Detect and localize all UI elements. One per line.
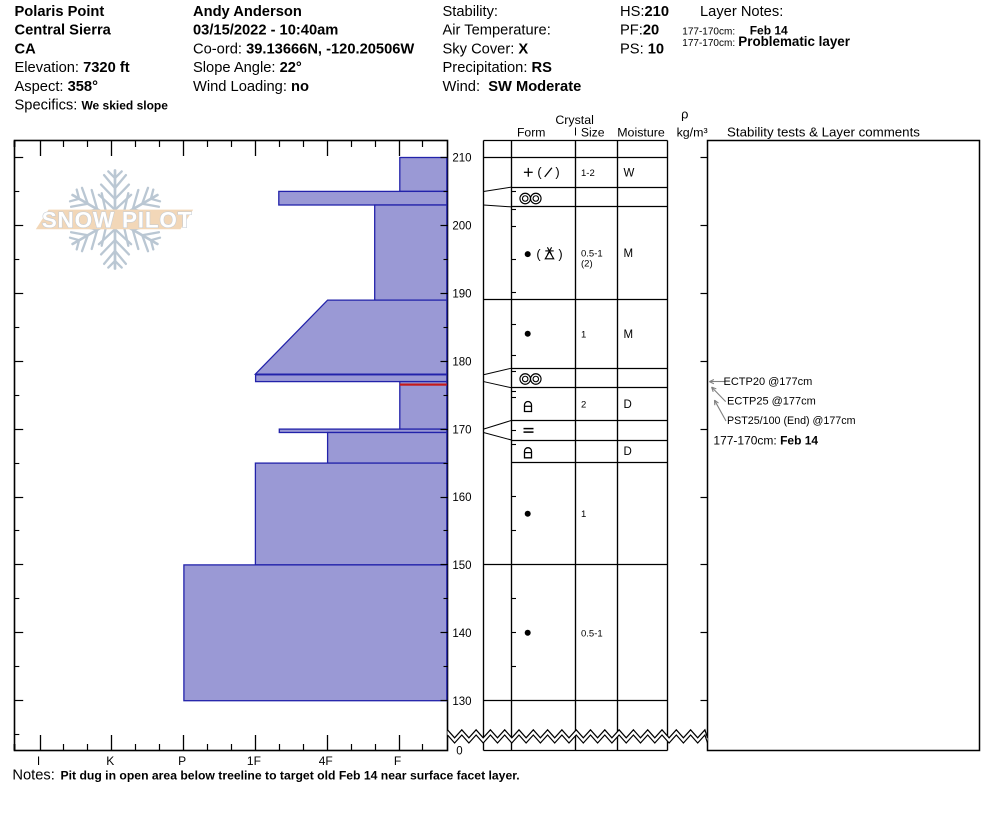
svg-text:ECTP25 @177cm: ECTP25 @177cm xyxy=(727,395,816,407)
svg-text:0.5-1: 0.5-1 xyxy=(581,248,603,259)
svg-text:K: K xyxy=(106,754,114,768)
svg-text:SNOW PILOT: SNOW PILOT xyxy=(42,207,193,232)
svg-text:PST25/100 (End) @177cm: PST25/100 (End) @177cm xyxy=(727,415,856,427)
svg-text:177-170cm:: 177-170cm: xyxy=(682,26,735,37)
svg-text:Stability:: Stability: xyxy=(443,4,499,20)
svg-text:I: I xyxy=(37,754,40,768)
svg-text:Polaris Point: Polaris Point xyxy=(15,4,105,20)
svg-text:P: P xyxy=(178,754,186,768)
svg-text:): ) xyxy=(555,165,559,180)
svg-text:D: D xyxy=(624,399,632,411)
svg-text:160: 160 xyxy=(452,492,471,504)
svg-text:1: 1 xyxy=(581,329,586,340)
svg-text:140: 140 xyxy=(452,628,471,640)
svg-text:Crystal: Crystal xyxy=(555,113,594,127)
svg-text:CA: CA xyxy=(15,41,37,57)
svg-text:(: ( xyxy=(537,165,542,180)
svg-text:ECTP20 @177cm: ECTP20 @177cm xyxy=(724,376,813,388)
svg-text:Slope Angle: 22°: Slope Angle: 22° xyxy=(193,60,302,76)
svg-text:0: 0 xyxy=(456,746,462,758)
svg-text:Aspect: 358°: Aspect: 358° xyxy=(15,79,99,95)
svg-text:Feb 14: Feb 14 xyxy=(750,23,788,37)
svg-text:170: 170 xyxy=(452,424,471,436)
svg-text:03/15/2022 - 10:40am: 03/15/2022 - 10:40am xyxy=(193,23,338,39)
svg-text:Notes:: Notes: xyxy=(12,768,54,784)
svg-text:130: 130 xyxy=(452,696,471,708)
svg-text:1-2: 1-2 xyxy=(581,168,595,179)
svg-text:(2): (2) xyxy=(581,258,593,269)
svg-text:177-170cm:: 177-170cm: xyxy=(682,38,735,49)
svg-text:Andy Anderson: Andy Anderson xyxy=(193,4,302,20)
svg-text:Layer Notes:: Layer Notes: xyxy=(700,4,783,20)
svg-text:2: 2 xyxy=(581,400,586,411)
svg-text:177-170cm: Feb 14: 177-170cm: Feb 14 xyxy=(713,434,818,448)
svg-text:210: 210 xyxy=(452,153,471,165)
svg-text:Moisture: Moisture xyxy=(617,126,665,140)
svg-text:HS:210: HS:210 xyxy=(620,4,669,20)
svg-text:Wind Loading: no: Wind Loading: no xyxy=(193,79,309,95)
svg-text:Pit dug in open area below tre: Pit dug in open area below treeline to t… xyxy=(61,769,520,783)
svg-text:Co-ord: 39.13666N, -120.20506W: Co-ord: 39.13666N, -120.20506W xyxy=(193,41,414,57)
svg-text:Elevation: 7320 ft: Elevation: 7320 ft xyxy=(15,60,130,76)
svg-text:M: M xyxy=(624,248,634,260)
svg-text:Problematic layer: Problematic layer xyxy=(738,34,850,49)
svg-text:Wind: SW Moderate: Wind: SW Moderate xyxy=(443,79,582,95)
svg-text:Size: Size xyxy=(581,126,605,140)
svg-text:W: W xyxy=(624,167,635,179)
svg-text:Sky Cover: X: Sky Cover: X xyxy=(443,41,529,57)
svg-text:M: M xyxy=(624,329,634,341)
svg-text:PF:20: PF:20 xyxy=(620,23,659,39)
svg-text:D: D xyxy=(624,446,632,458)
svg-text:Specifics: We skied slope: Specifics: We skied slope xyxy=(15,98,169,114)
svg-text:1: 1 xyxy=(581,509,586,520)
svg-text:200: 200 xyxy=(452,221,471,233)
svg-text:(: ( xyxy=(536,246,541,261)
svg-text:180: 180 xyxy=(452,356,471,368)
svg-text:): ) xyxy=(558,246,562,261)
svg-text:ρ: ρ xyxy=(681,107,688,122)
svg-text:190: 190 xyxy=(452,289,471,301)
svg-text:Central Sierra: Central Sierra xyxy=(15,23,112,39)
svg-text:F: F xyxy=(394,754,401,768)
svg-text:Precipitation: RS: Precipitation: RS xyxy=(443,60,553,76)
svg-text:Air Temperature:: Air Temperature: xyxy=(443,23,551,39)
svg-text:Form: Form xyxy=(517,126,545,140)
svg-text:4F: 4F xyxy=(319,754,333,768)
svg-text:0.5-1: 0.5-1 xyxy=(581,628,603,639)
svg-text:150: 150 xyxy=(452,560,471,572)
svg-text:kg/m³: kg/m³ xyxy=(677,126,708,140)
svg-text:1F: 1F xyxy=(247,754,261,768)
svg-text:Stability tests & Layer commen: Stability tests & Layer comments xyxy=(727,125,920,140)
svg-text:PS: 10: PS: 10 xyxy=(620,41,664,57)
